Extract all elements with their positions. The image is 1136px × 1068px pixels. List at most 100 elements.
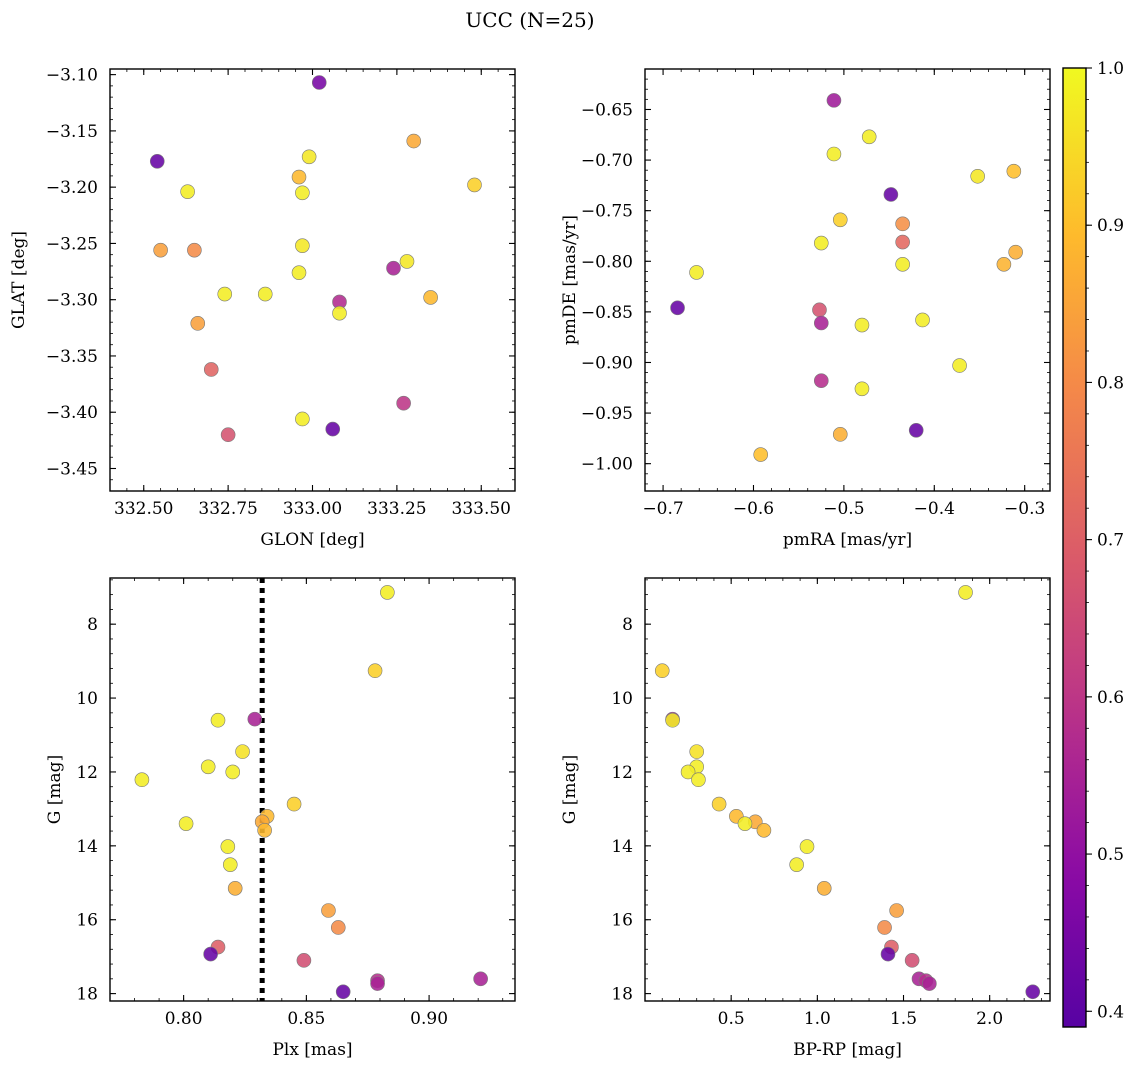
scatter-point [813, 315, 829, 331]
y-axis-label: G [mag] [560, 755, 580, 824]
scatter-point [691, 772, 706, 788]
y-tick-label: −3.15 [46, 122, 98, 142]
scatter-point [227, 881, 243, 896]
scatter-point [396, 395, 411, 411]
colorbar-tick-label: 0.5 [1097, 845, 1124, 865]
scatter-point [1008, 244, 1023, 260]
scatter-point [295, 185, 310, 201]
scatter-point [330, 920, 346, 935]
y-tick-label: 18 [76, 985, 98, 1005]
colorbar-gradient [1063, 68, 1086, 1027]
scatter-point [321, 903, 336, 918]
scatter-point [816, 881, 832, 896]
axes-frame [644, 577, 1051, 1002]
scatter-point [247, 711, 263, 727]
panel-plx-g: 0.80 0.85 0.90 8 10 12 14 16 18 Plx [mas] G [mag] [45, 577, 516, 1060]
y-tick-label: −1.00 [581, 455, 633, 475]
scatter-point [291, 169, 307, 185]
scatter-point [220, 839, 236, 854]
x-axis-label: BP-RP [mag] [793, 1040, 902, 1060]
scatter-point [877, 920, 892, 935]
scatter-point [922, 976, 937, 991]
scatter-point [325, 421, 341, 437]
scatter-point [291, 265, 307, 280]
scatter-point [311, 75, 327, 90]
y-tick-label: 12 [76, 763, 98, 783]
scatter-point [149, 153, 165, 169]
scatter-point [753, 447, 769, 462]
scatter-point [210, 712, 226, 728]
scatter-point [257, 286, 273, 302]
y-tick-label: −3.45 [46, 459, 98, 479]
scatter-point [826, 93, 842, 108]
scatter-point [670, 300, 685, 316]
scatter-point [222, 857, 238, 872]
scatter-point [203, 946, 218, 962]
panel-bprp-g: 0.5 1.0 1.5 2.0 8 10 12 14 16 18 BP-RP [mag] G [mag… [560, 577, 1051, 1060]
scatter-point [1025, 984, 1041, 1000]
scatter-point [406, 133, 422, 149]
scatter-point [904, 953, 920, 968]
y-tick-label: −3.30 [46, 291, 98, 311]
scatter-point [861, 129, 877, 145]
scatter-point [832, 427, 848, 442]
y-tick-label: −0.90 [581, 353, 633, 373]
scatter-point [423, 290, 438, 305]
scatter-point [399, 254, 415, 269]
colorbar-tick-label: 0.4 [1097, 1002, 1124, 1022]
x-tick-label: 0.80 [165, 1009, 203, 1029]
scatter-point [958, 585, 973, 600]
x-tick-label: −0.5 [823, 499, 864, 519]
axes-frame [109, 577, 516, 1002]
y-tick-label: −0.75 [581, 202, 633, 222]
y-tick-label: 10 [76, 689, 98, 709]
axes-frame [644, 68, 1051, 492]
y-axis-label: G [mag] [45, 755, 65, 824]
scatter-point [301, 149, 317, 165]
scatter-point [235, 744, 250, 759]
y-tick-label: 14 [611, 837, 633, 857]
scatter-point [257, 823, 272, 838]
scatter-point [134, 772, 150, 788]
scatter-point [813, 235, 829, 251]
scatter-point [680, 764, 696, 780]
scatter-point [220, 427, 236, 443]
figure-title: UCC (N=25) [465, 8, 594, 32]
scatter-point [895, 216, 910, 232]
x-axis-label: GLON [deg] [260, 530, 364, 550]
y-tick-label: −3.35 [46, 347, 98, 367]
x-tick-label: −0.4 [914, 499, 955, 519]
scatter-point [217, 286, 233, 302]
y-tick-label: −0.80 [581, 252, 633, 272]
scatter-point [286, 796, 302, 812]
scatter-point [756, 823, 772, 838]
y-axis-label: GLAT [deg] [9, 231, 29, 329]
x-tick-label: 1.5 [890, 1009, 917, 1029]
colorbar-tick-label: 0.8 [1097, 373, 1124, 393]
y-tick-label: −3.20 [46, 178, 98, 198]
panel-glon-glat: 332.50 332.75 333.00 333.25 333.50 −3.10 −3.15… [9, 66, 516, 550]
x-tick-label: 333.00 [283, 499, 342, 519]
scatter-point [296, 953, 312, 968]
x-tick-label: 0.5 [718, 1009, 745, 1029]
x-tick-label: −0.3 [1004, 499, 1045, 519]
scatter-point [799, 839, 815, 854]
panel-pmra-pmde: −0.7 −0.6 −0.5 −0.4 −0.3 −0.65 −0.70 −0.75 −0.80… [560, 68, 1051, 550]
colorbar: 0.4 0.5 0.6 0.7 0.8 0.9 1.0 [1062, 59, 1124, 1028]
x-tick-label: 333.25 [367, 499, 426, 519]
y-tick-label: −0.95 [581, 404, 633, 424]
x-tick-label: 0.90 [410, 1009, 448, 1029]
scatter-point [225, 764, 241, 780]
y-tick-label: −0.65 [581, 100, 633, 120]
scatter-point [908, 422, 924, 438]
scatter-point [370, 976, 385, 991]
scatter-point [895, 257, 910, 272]
scatter-point [915, 312, 930, 328]
colorbar-tick-label: 1.0 [1097, 59, 1124, 79]
scatter-point [711, 796, 727, 812]
scatter-point [952, 358, 967, 373]
scatter-point [153, 242, 168, 258]
colorbar-tick-label: 0.7 [1097, 531, 1124, 551]
scatter-point [883, 187, 899, 202]
